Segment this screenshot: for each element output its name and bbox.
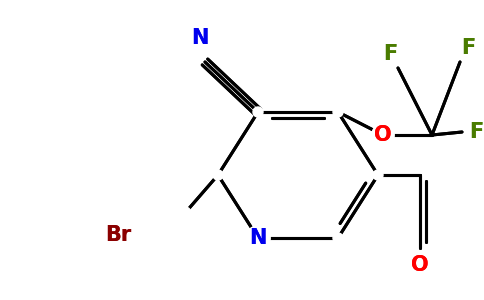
Circle shape [179,207,191,219]
Circle shape [373,170,383,180]
Text: F: F [469,122,483,142]
Text: N: N [191,28,209,48]
Text: Br: Br [105,225,131,245]
Circle shape [246,226,270,250]
Circle shape [372,124,394,146]
Text: F: F [383,44,397,64]
Text: O: O [374,125,392,145]
Text: O: O [374,125,392,145]
Text: O: O [411,255,429,275]
Text: F: F [461,38,475,58]
Circle shape [246,226,270,250]
Circle shape [333,107,343,117]
Text: F: F [383,44,397,64]
Text: N: N [191,28,209,48]
Text: F: F [461,38,475,58]
Text: Br: Br [105,225,131,245]
Text: F: F [469,122,483,142]
Circle shape [213,170,223,180]
Text: O: O [411,255,429,275]
Circle shape [253,107,263,117]
Text: N: N [249,228,267,248]
Text: N: N [249,228,267,248]
Circle shape [333,233,343,243]
Circle shape [372,124,394,146]
